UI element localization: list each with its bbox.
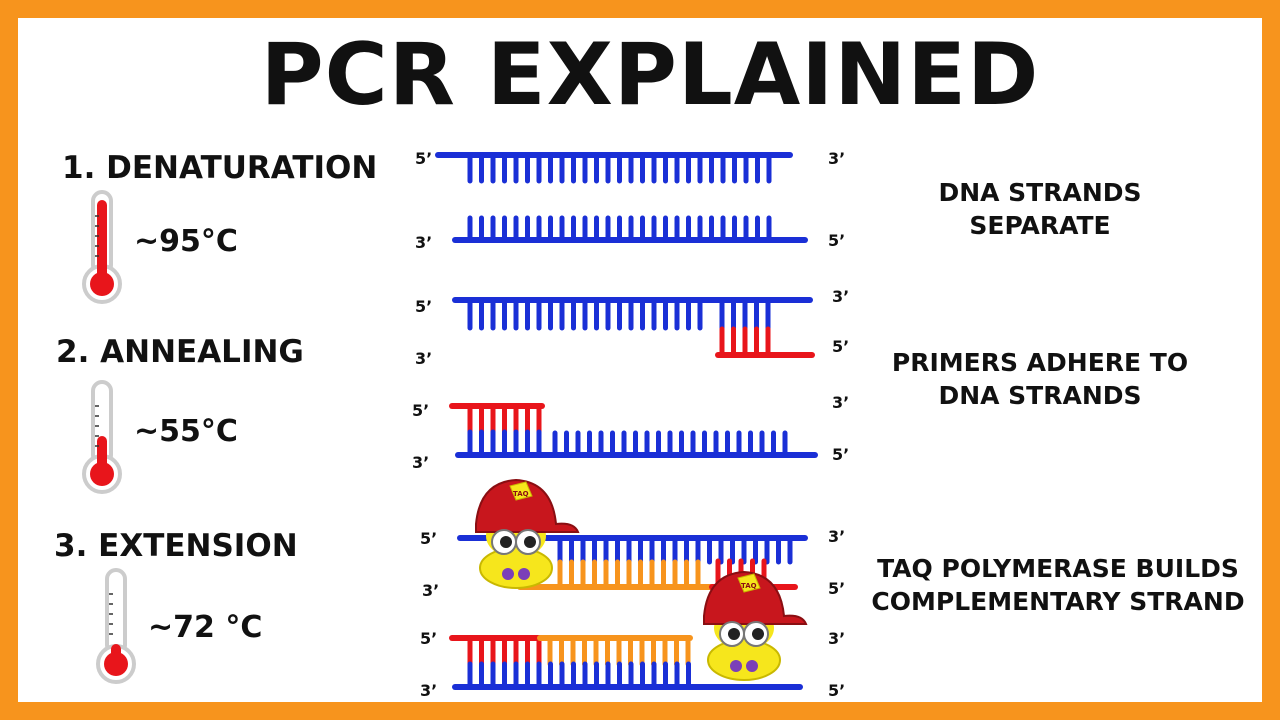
five-prime-label: 5’ xyxy=(420,629,437,648)
magnesium-ion-icon xyxy=(518,568,530,580)
three-prime-label: 3’ xyxy=(828,629,845,648)
hat-badge-icon xyxy=(737,573,761,593)
temperature-annealing: ~55°C xyxy=(134,414,238,449)
description-line: PRIMERS ADHERE TO xyxy=(891,348,1189,377)
description-denaturation: DNA STRANDS SEPARATE xyxy=(850,176,1230,242)
temperature-extension: ~72 °C xyxy=(148,610,263,645)
pupil-icon xyxy=(524,536,536,548)
firefighter-hat-icon xyxy=(475,478,580,533)
three-prime-label: 3’ xyxy=(828,149,845,168)
step-annealing-label: 2. ANNEALING xyxy=(56,334,304,370)
description-extension: TAQ POLYMERASE BUILDS COMPLEMENTARY STRA… xyxy=(868,552,1248,618)
magnesium-ion-icon xyxy=(502,568,514,580)
five-prime-label: 5’ xyxy=(412,401,429,420)
three-prime-label: 3’ xyxy=(828,527,845,546)
five-prime-label: 5’ xyxy=(828,579,845,598)
slide: PCR EXPLAINED 1. DENATURATION 2. ANNEALI… xyxy=(18,18,1262,702)
hat-badge-text: TAQ xyxy=(513,490,529,498)
description-line: DNA STRANDS xyxy=(938,381,1142,410)
pupil-icon xyxy=(728,628,740,640)
temperature-denaturation: ~95°C xyxy=(134,224,238,259)
thermometer-hot-icon xyxy=(82,190,122,304)
description-line: TAQ POLYMERASE BUILDS xyxy=(877,554,1239,583)
five-prime-label: 5’ xyxy=(420,529,437,548)
five-prime-label: 5’ xyxy=(415,149,432,168)
pupil-icon xyxy=(752,628,764,640)
three-prime-label: 3’ xyxy=(415,349,432,368)
step-extension-label: 3. EXTENSION xyxy=(54,528,298,564)
three-prime-label: 3’ xyxy=(420,681,437,700)
description-line: COMPLEMENTARY STRAND xyxy=(871,587,1245,616)
five-prime-label: 5’ xyxy=(415,297,432,316)
pupil-icon xyxy=(500,536,512,548)
five-prime-label: 5’ xyxy=(832,337,849,356)
three-prime-label: 3’ xyxy=(412,453,429,472)
taq-polymerase-right: TAQ xyxy=(703,570,808,681)
magnesium-ion-icon xyxy=(730,660,742,672)
five-prime-label: 5’ xyxy=(828,231,845,250)
three-prime-label: 3’ xyxy=(415,233,432,252)
page-title: PCR EXPLAINED xyxy=(260,25,1040,125)
three-prime-label: 3’ xyxy=(832,393,849,412)
five-prime-label: 5’ xyxy=(828,681,845,700)
taq-polymerase-left: TAQ xyxy=(475,478,580,589)
thermometer-medium-icon xyxy=(82,380,122,494)
magnesium-ion-icon xyxy=(746,660,758,672)
step-denaturation-label: 1. DENATURATION xyxy=(62,150,378,186)
description-line: SEPARATE xyxy=(969,211,1111,240)
three-prime-label: 3’ xyxy=(422,581,439,600)
hat-badge-icon xyxy=(509,481,533,501)
thermometer-warm-icon xyxy=(96,568,136,684)
five-prime-label: 5’ xyxy=(832,445,849,464)
firefighter-hat-icon xyxy=(703,570,808,625)
description-annealing: PRIMERS ADHERE TO DNA STRANDS xyxy=(850,346,1230,412)
hat-badge-text: TAQ xyxy=(741,582,757,590)
three-prime-label: 3’ xyxy=(832,287,849,306)
description-line: DNA STRANDS xyxy=(938,178,1142,207)
dna-strands-diagram: 5’ 3’ 3’ 5’ 5’ 3’ 3’ 5’ 5’ 3’ 3’ 5’ 5’ 3’ 3’ 5’ 5’ 3’ 3’ 5’… xyxy=(412,149,849,700)
